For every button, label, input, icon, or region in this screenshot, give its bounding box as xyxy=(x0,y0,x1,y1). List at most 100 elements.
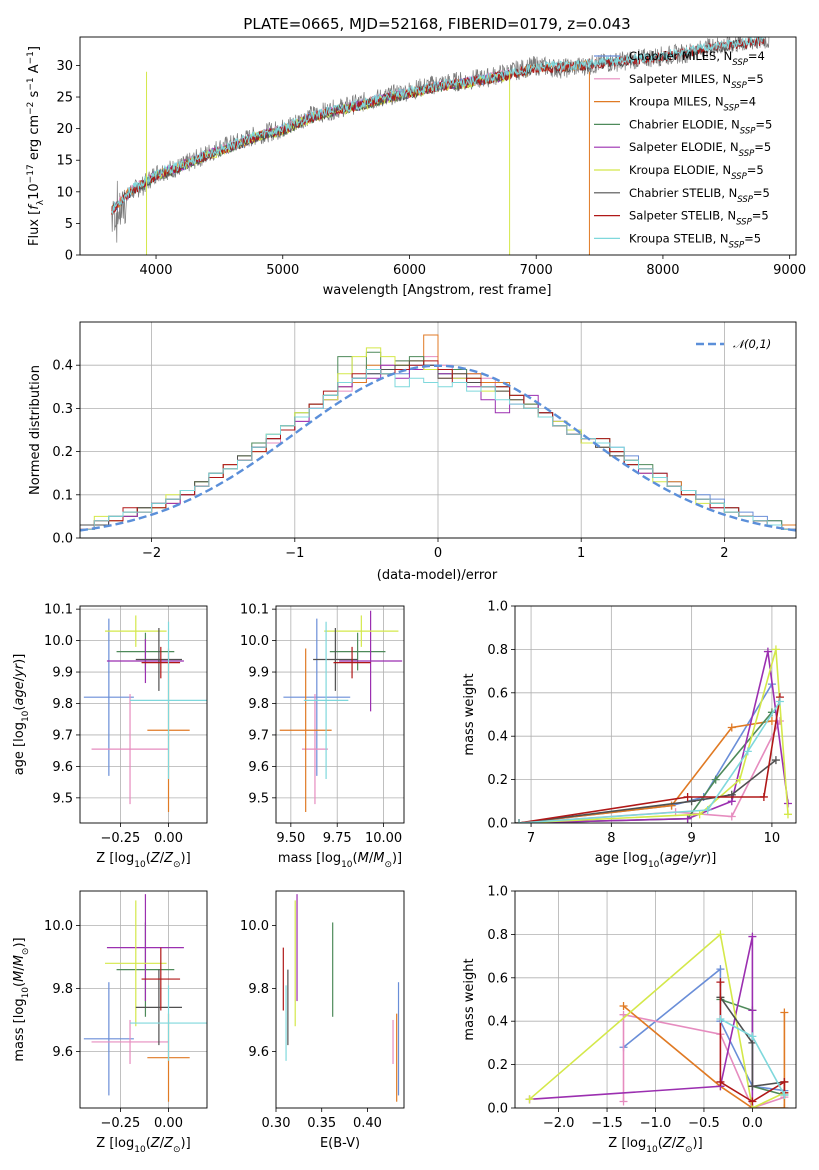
axes-frame xyxy=(79,321,797,539)
label-part: age xyxy=(664,851,688,866)
weight-point xyxy=(619,1097,628,1106)
label-part: Flux [ xyxy=(27,210,42,246)
z-mass-panel-xlabel: Z [log10(Z/Z⊙)] xyxy=(96,1136,190,1155)
weight-point xyxy=(775,697,784,706)
label-part: / xyxy=(689,851,694,866)
weight-lines xyxy=(525,930,789,1108)
legend-sub: SSP xyxy=(739,149,755,159)
legend-label: Kroupa STELIB, NSSP=5 xyxy=(629,231,761,250)
legend-label: Kroupa ELODIE, NSSP=5 xyxy=(629,163,764,182)
y-tick-label: 0 xyxy=(65,249,73,264)
weight-point xyxy=(619,1002,628,1011)
legend-sub: SSP xyxy=(737,195,753,205)
y-tick-label: 9.8 xyxy=(52,697,73,712)
label-part: s xyxy=(27,90,42,101)
label-part: Z xyxy=(662,1136,673,1151)
label-part: log xyxy=(12,722,27,742)
weight-point xyxy=(767,717,776,726)
y-tick-label: 9.5 xyxy=(248,791,269,806)
weight-point xyxy=(780,1104,789,1108)
axes-frame xyxy=(79,605,208,824)
label-part: ( xyxy=(12,982,27,987)
y-tick-label: 0.6 xyxy=(487,971,508,986)
label-part: 10 xyxy=(134,860,146,870)
label-part: log xyxy=(114,851,134,866)
label-part: Z xyxy=(163,1136,174,1151)
label-part: 10 xyxy=(27,183,42,200)
label-part: ⊙ xyxy=(173,860,181,870)
y-tick-label: 30 xyxy=(56,59,73,74)
weight-point xyxy=(780,1008,789,1017)
label-part: Z [ xyxy=(96,1136,114,1151)
histogram-step xyxy=(80,369,796,538)
label-part: / xyxy=(12,966,27,971)
weight-line xyxy=(518,759,777,823)
axes-frame xyxy=(275,890,405,1109)
legend-sub: SSP xyxy=(732,58,748,68)
y-tick-label: 0.1 xyxy=(52,488,73,503)
histogram-lines xyxy=(80,334,796,538)
mass-age-panel-xlabel: mass [log10(M/M⊙)] xyxy=(278,851,402,870)
weight-point xyxy=(771,645,780,654)
label-part: E(B-V) xyxy=(320,1136,360,1151)
legend-sub: SSP xyxy=(731,81,747,91)
model-spectrum-line xyxy=(111,69,512,210)
x-tick-label: 5000 xyxy=(266,263,299,278)
y-tick-label: 9.5 xyxy=(52,791,73,806)
legend-label: Salpeter STELIB, NSSP=5 xyxy=(629,209,769,228)
label-part: Z xyxy=(150,851,161,866)
y-tick-label: 10.1 xyxy=(44,603,73,618)
label-part: ⊙ xyxy=(384,860,392,870)
legend-label: Chabrier STELIB, NSSP=5 xyxy=(629,186,770,205)
x-tick-label: −0.5 xyxy=(688,1116,720,1131)
label-part: )] xyxy=(12,654,27,664)
z-mass-panel: −0.25 0.009.69.810.0Z [log10(Z/Z⊙)]mass [… xyxy=(12,890,208,1155)
weight-line xyxy=(518,701,781,823)
weight-point xyxy=(771,756,780,765)
weight-point xyxy=(716,1015,725,1024)
label-part: log xyxy=(628,851,648,866)
x-tick-label: −1.5 xyxy=(591,1116,623,1131)
x-tick-label: −0.25 xyxy=(100,831,140,846)
y-tick-label: 0.4 xyxy=(487,1015,508,1030)
weight-line xyxy=(518,720,773,823)
y-tick-label: 9.7 xyxy=(248,728,269,743)
y-tick-label: 10 xyxy=(56,185,73,200)
label-part: / xyxy=(12,676,27,681)
legend-name: Chabrier STELIB, N xyxy=(629,186,737,200)
weight-point xyxy=(783,810,792,819)
label-part: 10 xyxy=(648,860,660,870)
x-tick-label: 1 xyxy=(577,546,585,561)
x-tick-label: 9000 xyxy=(773,263,806,278)
weight-point xyxy=(727,723,736,732)
legend-name: Salpeter ELODIE, N xyxy=(629,140,739,154)
residual-ylabel: Normed distribution xyxy=(28,365,43,495)
y-tick-label: 0.4 xyxy=(487,730,508,745)
label-part: Z [ xyxy=(96,851,114,866)
legend-label: Chabrier MILES, NSSP=4 xyxy=(629,49,765,68)
model-spectrum-line xyxy=(111,70,512,212)
y-tick-label: 9.6 xyxy=(52,1045,73,1060)
legend-value: =5 xyxy=(753,186,770,200)
x-tick-label: 0.0 xyxy=(742,1116,763,1131)
age-weight-panel-xlabel: age [log10(age/yr)] xyxy=(595,851,717,870)
y-tick-label: 0.2 xyxy=(487,1058,508,1073)
label-part: age [ xyxy=(12,742,27,775)
ebv-mass-panel: 0.30 0.35 0.40 9.6 9.8 10.0 E(B-V) xyxy=(240,890,405,1151)
y-tick-label: 0.4 xyxy=(52,359,73,374)
label-part: ( xyxy=(658,1136,663,1151)
label-part: −17 xyxy=(26,164,36,183)
x-tick-label: 10.00 xyxy=(365,831,402,846)
legend-name: Kroupa STELIB, N xyxy=(629,231,729,245)
y-tick-label: 9.9 xyxy=(52,666,73,681)
legend-name: Kroupa MILES, N xyxy=(629,95,724,109)
z-weight-panel: −2.0 −1.5 −1.0 −0.5 0.0 0.0 0.2 0.4 0.6 0.8 1.0 Z [… xyxy=(462,885,797,1155)
y-tick-label: 15 xyxy=(56,154,73,169)
label-part: / xyxy=(672,1136,677,1151)
legend-value: =4 xyxy=(748,49,765,63)
legend-label: Salpeter ELODIE, NSSP=5 xyxy=(629,140,771,159)
spectrum-lines xyxy=(111,37,770,255)
weight-point xyxy=(716,930,725,939)
legend-value: =5 xyxy=(755,117,772,131)
